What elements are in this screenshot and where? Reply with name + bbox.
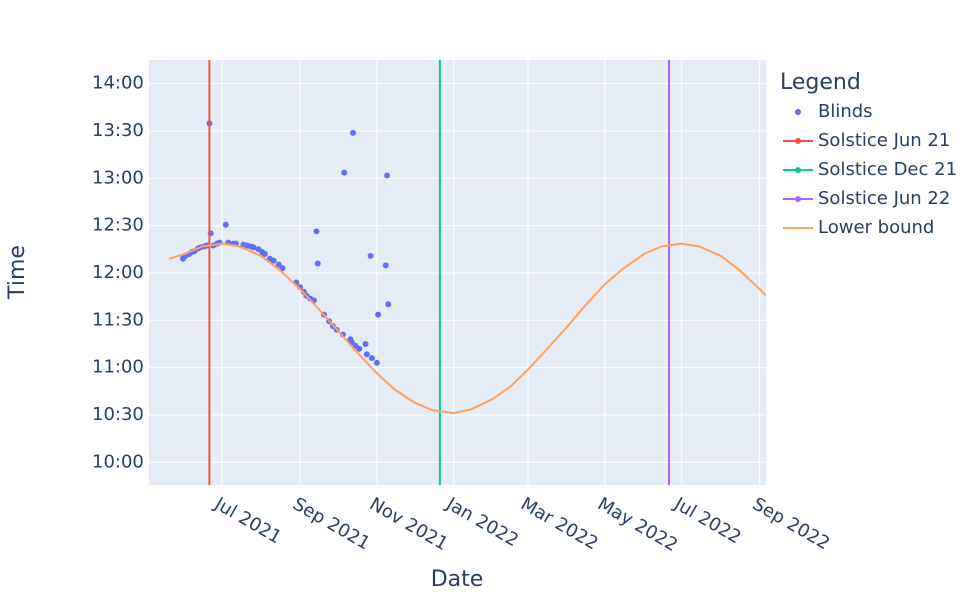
- point: [314, 260, 321, 267]
- point: [349, 129, 356, 136]
- point: [261, 251, 268, 258]
- x-tick-label: Jan 2022: [442, 493, 522, 551]
- y-tick-label: 13:30: [92, 120, 144, 141]
- legend-label: Lower bound: [818, 217, 934, 238]
- point: [362, 340, 369, 347]
- point: [385, 301, 392, 308]
- y-tick-label: 10:00: [92, 451, 144, 472]
- legend-label: Solstice Dec 21: [818, 159, 957, 180]
- point: [250, 244, 257, 251]
- y-tick-label: 10:30: [92, 404, 144, 425]
- y-tick-label: 11:00: [92, 357, 144, 378]
- series-line: [168, 242, 766, 415]
- point: [222, 221, 229, 228]
- point: [373, 359, 380, 366]
- point: [341, 169, 348, 176]
- point: [275, 261, 282, 268]
- point: [383, 172, 390, 179]
- point: [206, 33, 212, 39]
- grid: [149, 60, 766, 485]
- x-tick-label: Sep 2022: [749, 493, 834, 554]
- legend-marker: [795, 196, 801, 202]
- legend: Blinds Solstice Jun 21 Solstice Dec 21 Sols…: [783, 101, 957, 238]
- point: [437, 507, 443, 513]
- legend-title: Legend: [780, 70, 861, 95]
- point: [437, 33, 443, 39]
- x-tick-label: Jul 2022: [670, 493, 745, 548]
- point: [313, 228, 320, 235]
- marks: [168, 33, 766, 513]
- point: [356, 345, 363, 352]
- x-tick-label: Jul 2021: [210, 493, 285, 548]
- y-axis-title: Time: [5, 245, 30, 300]
- x-axis-title: Date: [431, 567, 484, 592]
- legend-label: Solstice Jun 22: [818, 188, 950, 209]
- y-tick-label: 13:00: [92, 167, 144, 188]
- point: [368, 355, 375, 362]
- x-tick-label: May 2022: [594, 493, 681, 556]
- legend-label: Blinds: [818, 101, 873, 122]
- y-tick-label: 12:30: [92, 215, 144, 236]
- point: [367, 252, 374, 259]
- point: [279, 265, 286, 272]
- legend-marker: [795, 138, 801, 144]
- x-tick-label: Mar 2022: [517, 493, 602, 554]
- point: [382, 262, 389, 269]
- legend-marker: [795, 109, 801, 115]
- y-tick-label: 14:00: [92, 73, 144, 94]
- x-tick-label: Nov 2021: [366, 493, 452, 555]
- point: [270, 257, 277, 264]
- y-tick-label: 11:30: [92, 309, 144, 330]
- x-tick-label: Sep 2021: [289, 493, 374, 554]
- point: [375, 311, 382, 318]
- point: [666, 33, 672, 39]
- point: [363, 351, 370, 358]
- y-tick-label: 12:00: [92, 262, 144, 283]
- legend-label: Solstice Jun 21: [818, 130, 950, 151]
- legend-marker: [795, 167, 801, 173]
